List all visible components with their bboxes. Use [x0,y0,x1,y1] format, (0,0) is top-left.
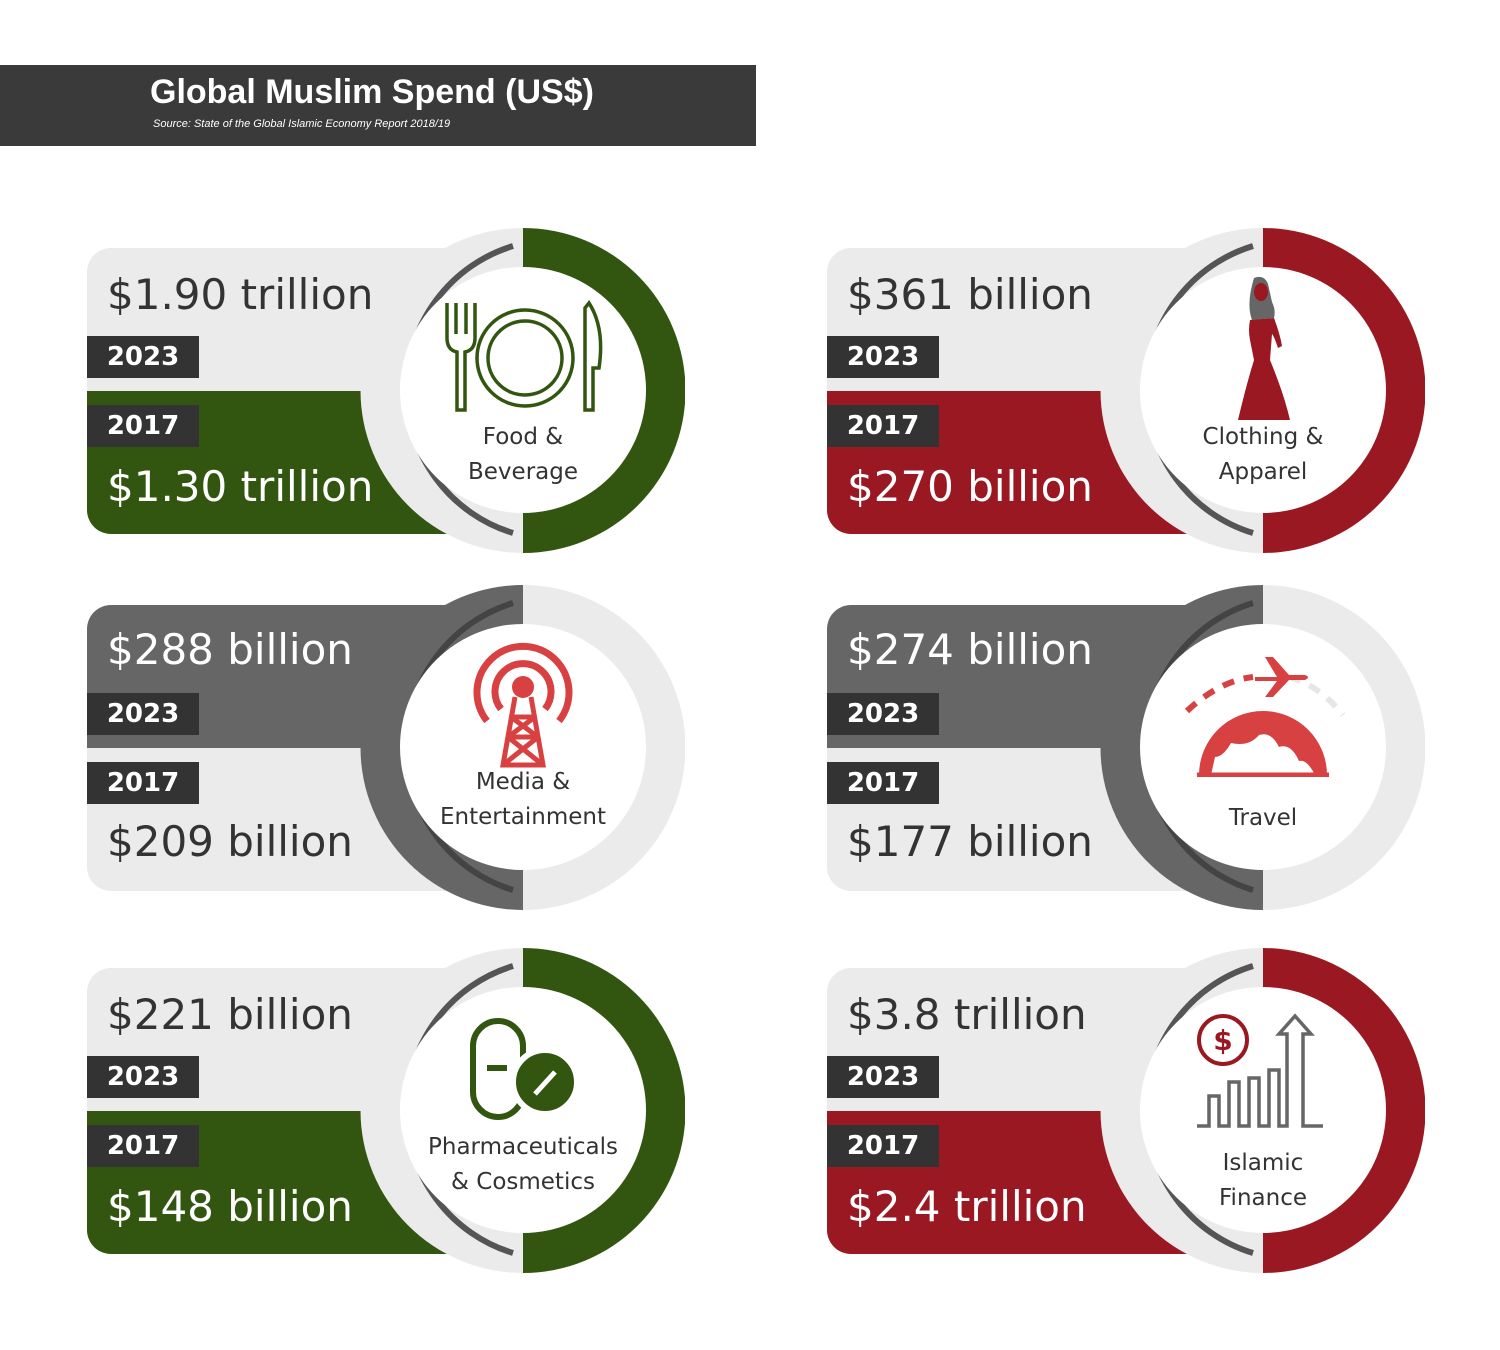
year-2023-badge: 2023 [87,1056,199,1098]
year-2017-badge: 2017 [87,1125,199,1167]
year-2023-badge: 2023 [87,336,199,378]
label-line: Apparel [1218,459,1308,485]
year-2017-badge: 2017 [87,405,199,447]
label-line: Beverage [468,459,578,485]
value-2023: $221 billion [107,990,353,1039]
svg-text:$: $ [1213,1024,1232,1057]
year-2017-badge: 2017 [87,762,199,804]
source-note: Source: State of the Global Islamic Econ… [153,118,451,130]
header-banner: Global Muslim Spend (US$) Source: State … [0,65,756,146]
dollar-growth-chart-icon: $ [1197,1013,1323,1128]
category-label: Food & Beverage [403,420,643,490]
year-2023-badge: 2023 [87,693,199,735]
label-line: Pharmaceuticals [428,1134,618,1160]
year-2023-badge: 2023 [827,693,939,735]
card-clothing-apparel: $361 billion 2023 2017 $270 billion Clot… [827,228,1427,553]
airplane-globe-icon [1184,657,1346,777]
year-2017-badge: 2017 [827,405,939,447]
label-line: Entertainment [440,804,606,830]
label-line: Finance [1219,1185,1307,1211]
category-label: Clothing & Apparel [1143,420,1383,490]
value-2023: $288 billion [107,625,353,674]
broadcast-tower-icon [473,642,573,768]
card-travel: $274 billion 2023 2017 $177 billion Trav… [827,585,1427,910]
card-pharma-cosmetics: $221 billion 2023 2017 $148 billion Phar… [87,948,687,1273]
plate-fork-knife-icon [445,299,603,412]
card-media-entertainment: $288 billion 2023 2017 $209 billion Medi… [87,585,687,910]
category-label: Pharmaceuticals & Cosmetics [403,1130,643,1200]
label-line: Media & [475,769,571,795]
value-2023: $361 billion [847,270,1093,319]
donut-ring [1100,948,1425,1273]
label-line: Food & [482,424,564,450]
value-2023: $1.90 trillion [107,270,374,319]
year-2023-badge: 2023 [827,336,939,378]
value-2023: $3.8 trillion [847,990,1087,1039]
card-islamic-finance: $3.8 trillion 2023 2017 $2.4 trillion Is… [827,948,1427,1273]
label-line: Travel [1228,805,1298,831]
value-2023: $274 billion [847,625,1093,674]
page-title: Global Muslim Spend (US$) [150,73,594,111]
year-2023-badge: 2023 [827,1056,939,1098]
label-line: Islamic [1222,1150,1304,1176]
label-line: & Cosmetics [451,1169,595,1195]
card-food-beverage: $1.90 trillion 2023 2017 $1.30 trillion … [87,228,687,553]
value-2017: $148 billion [107,1182,353,1231]
value-2017: $1.30 trillion [107,462,374,511]
hijab-woman-icon [1238,276,1290,420]
value-2017: $270 billion [847,462,1093,511]
label-line: Clothing & [1202,424,1324,450]
value-2017: $177 billion [847,817,1093,866]
value-2017: $209 billion [107,817,353,866]
category-label: Islamic Finance [1143,1146,1383,1216]
value-2017: $2.4 trillion [847,1182,1087,1231]
year-2017-badge: 2017 [827,762,939,804]
category-label: Media & Entertainment [403,765,643,835]
pill-capsule-icon [470,1018,579,1120]
year-2017-badge: 2017 [827,1125,939,1167]
donut-ring [1100,585,1425,910]
category-label: Travel [1143,801,1383,836]
